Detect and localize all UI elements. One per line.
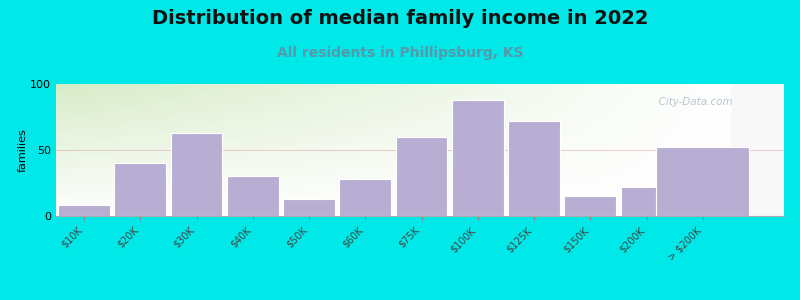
Text: City-Data.com: City-Data.com xyxy=(653,97,733,107)
Bar xyxy=(170,133,222,216)
Bar xyxy=(114,163,166,216)
Bar xyxy=(58,206,110,216)
Bar xyxy=(227,176,278,216)
Bar xyxy=(656,147,750,216)
Bar xyxy=(396,137,447,216)
Bar xyxy=(565,196,616,216)
Bar xyxy=(621,187,672,216)
Bar xyxy=(339,179,391,216)
Bar xyxy=(452,100,504,216)
Y-axis label: families: families xyxy=(18,128,27,172)
Text: All residents in Phillipsburg, KS: All residents in Phillipsburg, KS xyxy=(277,46,523,61)
Bar xyxy=(283,199,335,216)
Text: Distribution of median family income in 2022: Distribution of median family income in … xyxy=(152,9,648,28)
Bar xyxy=(508,121,560,216)
